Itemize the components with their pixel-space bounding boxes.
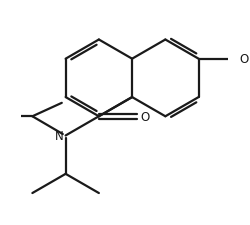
Text: O: O xyxy=(239,53,248,66)
Text: O: O xyxy=(140,110,149,123)
Text: N: N xyxy=(54,129,63,142)
